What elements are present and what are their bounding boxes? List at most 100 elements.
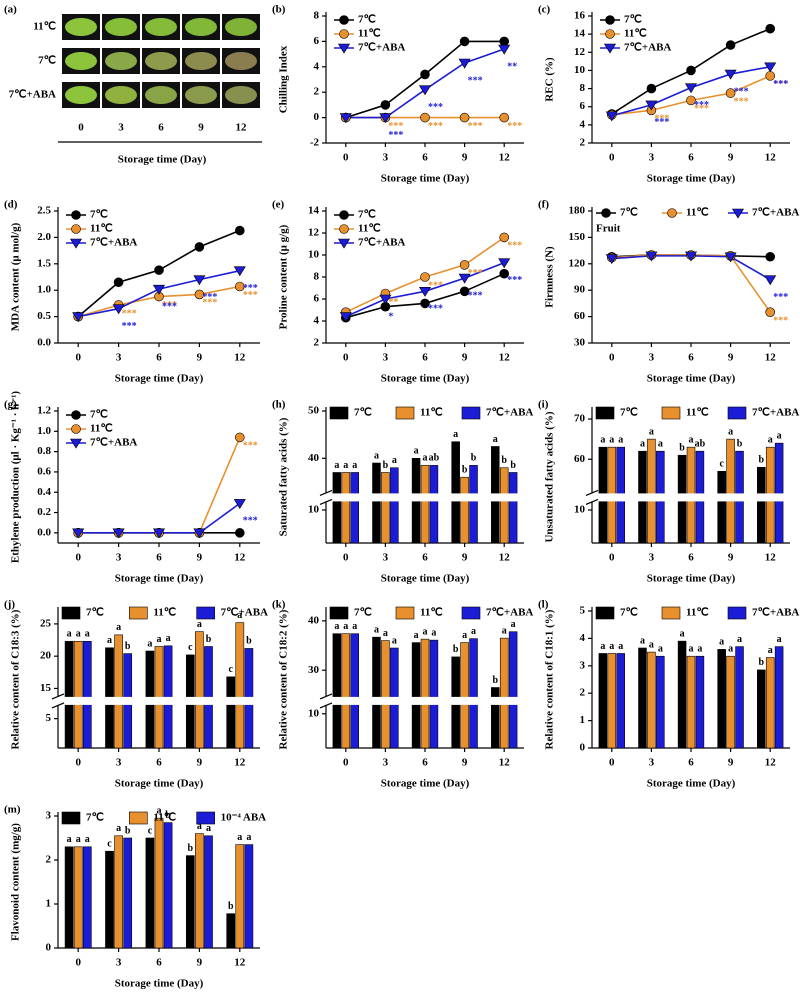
significance-letter: b xyxy=(510,460,516,471)
legend-marker xyxy=(71,424,81,434)
data-point xyxy=(686,65,696,76)
bar xyxy=(411,642,421,749)
panel-label: (f) xyxy=(538,199,549,211)
panel-label: (b) xyxy=(272,4,286,16)
bar xyxy=(154,817,164,949)
data-point xyxy=(725,40,736,50)
legend-label: 11℃ xyxy=(153,812,176,824)
x-tick-label: 9 xyxy=(197,352,203,364)
fruit xyxy=(145,86,177,104)
bar xyxy=(451,441,460,544)
data-point xyxy=(499,268,510,279)
panel-label: (j) xyxy=(4,599,15,611)
data-point xyxy=(235,225,245,236)
data-point xyxy=(194,242,205,252)
fruit xyxy=(225,52,257,70)
fruit xyxy=(225,18,257,36)
significance-letter: a xyxy=(76,834,81,845)
x-tick-label: 3 xyxy=(116,757,122,769)
bar xyxy=(372,462,381,544)
y-axis-label: Relative content of C18:3 (%) xyxy=(10,609,22,749)
significance-letter: a xyxy=(85,834,90,845)
x-tick-label: 12 xyxy=(499,152,511,164)
bar xyxy=(73,641,83,749)
legend-label: 11℃ xyxy=(153,607,176,619)
significance-letter: b xyxy=(246,636,252,647)
x-tick-label: 9 xyxy=(728,352,734,364)
significance: *** xyxy=(773,292,788,303)
data-point xyxy=(499,232,510,243)
x-tick-label: 9 xyxy=(197,957,203,969)
y-axis-label: Chilling Index xyxy=(278,45,290,113)
significance: *** xyxy=(243,516,258,527)
significance-letter: a xyxy=(392,455,397,466)
y-axis-label: REC (%) xyxy=(544,57,556,102)
significance: *** xyxy=(773,315,788,326)
data-point xyxy=(605,254,618,265)
data-point xyxy=(765,307,776,318)
y-tick-label: 10 xyxy=(308,249,320,261)
significance-letter: a xyxy=(423,626,428,637)
data-point xyxy=(458,58,471,69)
y-tick-label: 6 xyxy=(314,293,320,305)
bar xyxy=(616,653,625,749)
significance-letter: b xyxy=(737,438,743,449)
legend-label: 7℃ xyxy=(620,407,638,419)
y-tick-label: 40 xyxy=(308,452,320,464)
significance-letter: a xyxy=(107,635,112,646)
x-tick-label: 9 xyxy=(198,122,204,134)
bar xyxy=(677,640,687,749)
x-tick-label: 0 xyxy=(609,352,615,364)
significance: *** xyxy=(122,321,137,332)
y-tick-label: 30 xyxy=(308,664,320,676)
panel-label: (g) xyxy=(4,399,17,411)
legend-label: 7℃ xyxy=(624,14,642,26)
legend-label: 7℃+ABA xyxy=(752,207,799,219)
bar xyxy=(204,835,213,949)
x-axis-label: Storage time (Day) xyxy=(381,573,470,585)
significance-letter: c xyxy=(228,664,233,675)
panel-label: (a) xyxy=(4,4,17,16)
bar xyxy=(332,633,342,749)
bar xyxy=(607,653,617,749)
x-tick-label: 3 xyxy=(383,552,389,564)
significance-letter: ab xyxy=(695,438,706,449)
y-tick-label: 2.0 xyxy=(37,231,51,243)
legend-marker xyxy=(601,208,611,218)
x-axis-label: Storage time (Day) xyxy=(381,778,470,790)
x-tick-label: 0 xyxy=(343,152,349,164)
x-axis-label: Storage time (Day) xyxy=(647,173,736,185)
y-tick-label: 2.5 xyxy=(37,205,51,217)
y-axis-label: Relative content of C18:1 (%) xyxy=(544,609,556,749)
data-point xyxy=(420,272,430,282)
significance: *** xyxy=(734,86,749,97)
data-point xyxy=(459,286,470,297)
axis-break xyxy=(320,696,526,705)
data-point xyxy=(724,69,737,80)
break-mark xyxy=(51,693,65,700)
data-point xyxy=(458,273,471,284)
x-tick-label: 6 xyxy=(688,152,694,164)
significance-letter: a xyxy=(206,823,211,834)
significance-letter: a xyxy=(658,438,663,449)
legend-marker xyxy=(71,210,81,220)
data-point xyxy=(72,312,85,323)
significance: *** xyxy=(694,100,709,111)
significance-letter: a xyxy=(147,638,152,649)
significance-letter: b xyxy=(492,675,498,686)
bar xyxy=(372,636,381,749)
x-tick-label: 0 xyxy=(75,757,81,769)
y-tick-label: 8 xyxy=(314,271,320,283)
significance-letter: a xyxy=(166,633,171,644)
significance-letter: a xyxy=(471,626,476,637)
y-tick-label: 0.4 xyxy=(37,486,51,498)
significance: *** xyxy=(243,283,258,294)
x-tick-label: 9 xyxy=(462,552,468,564)
data-point xyxy=(194,289,205,300)
legend-marker xyxy=(731,208,745,219)
row-label: 11℃ xyxy=(33,21,56,33)
fruit xyxy=(145,18,177,36)
x-tick-label: 6 xyxy=(688,757,694,769)
y-tick-label: 4 xyxy=(314,60,320,72)
data-point xyxy=(499,112,510,123)
